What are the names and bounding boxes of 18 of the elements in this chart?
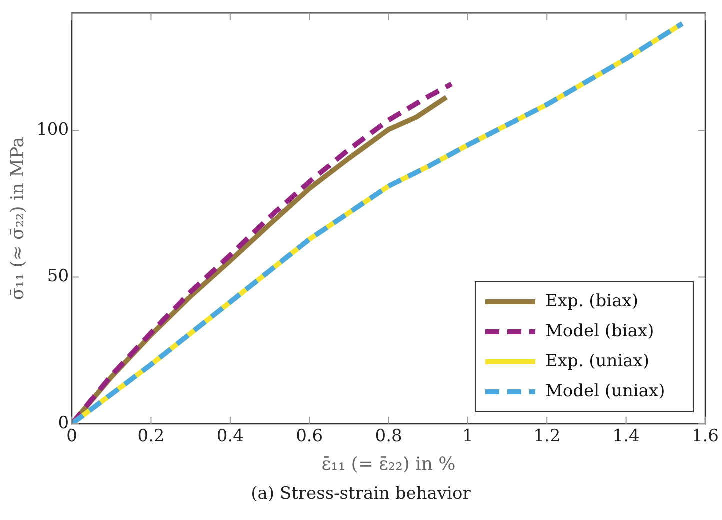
x-tick-label: 1.4: [612, 426, 640, 447]
x-axis-title: ε̄₁₁ (= ε̄₂₂) in %: [322, 454, 456, 475]
legend-label: Model (biax): [545, 321, 654, 342]
x-tick-label: 1.2: [534, 426, 561, 447]
x-tick-label: 1: [462, 426, 474, 447]
y-axis-title: σ̄₁₁ (≈ σ̄₂₂) in MPa: [7, 136, 28, 300]
text: (a) Stress-strain behavior: [250, 484, 472, 504]
y-tick-label: 50: [47, 266, 70, 287]
y-tick-label: 100: [36, 120, 70, 140]
x-tick-label: 0.8: [375, 426, 402, 447]
legend-label: Model (uniax): [545, 381, 666, 402]
x-tick-label: 1.6: [692, 426, 720, 447]
x-tick-label: 0.6: [296, 426, 324, 447]
y-tick-label: 0: [58, 413, 70, 434]
legend-label: Exp. (biax): [545, 291, 638, 312]
x-tick-label: 0.4: [216, 426, 244, 447]
legend-label: Exp. (uniax): [545, 351, 650, 372]
x-tick-label: 0.2: [138, 426, 165, 447]
